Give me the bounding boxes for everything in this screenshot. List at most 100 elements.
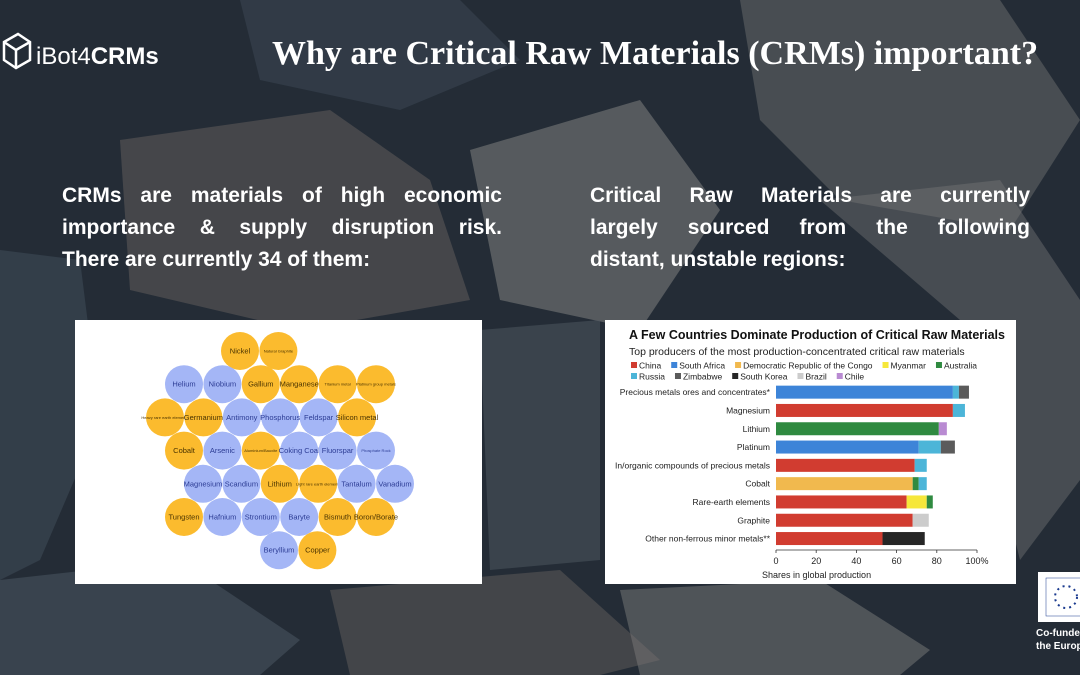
- bubble-label: Silicon metal: [336, 413, 379, 422]
- bar-segment: [776, 495, 907, 509]
- bubble: [357, 365, 395, 404]
- legend-label: South Africa: [679, 361, 725, 371]
- bubble-diagram: Nickel Natural Graphite Helium Niobium Galli…: [141, 332, 414, 570]
- legend-swatch: [674, 373, 681, 379]
- text-line: Critical Raw Materials are currently: [590, 184, 1030, 207]
- legend-swatch: [836, 373, 843, 379]
- legend-swatch: [631, 373, 637, 379]
- legend-label: China: [639, 361, 661, 371]
- bar-segment: [912, 477, 919, 491]
- bubble-label: Titanium metal: [325, 382, 351, 387]
- bubble-label: Platinum group metals: [356, 382, 396, 387]
- bubble-label: Scandium: [225, 479, 258, 488]
- bubble: [318, 498, 357, 536]
- bubble-label: Arsenic: [210, 446, 235, 455]
- bubble: [318, 431, 357, 470]
- bubble-label: Manganese: [280, 380, 319, 389]
- category-label: Rare-earth elements: [693, 497, 770, 507]
- logo-suffix: CRMs: [91, 43, 159, 70]
- bubble-label: Hafnium: [208, 513, 236, 522]
- bar-segment: [906, 495, 927, 509]
- bubble: [337, 464, 376, 503]
- bar-segment: [940, 440, 955, 454]
- category-label: In/organic compounds of precious metals: [615, 460, 770, 470]
- x-tick-label: 0: [773, 556, 778, 566]
- legend-swatch: [935, 362, 942, 368]
- bar-segment: [776, 422, 939, 436]
- category-label: Other non-ferrous minor metals**: [645, 534, 770, 544]
- legend-swatch: [631, 362, 637, 368]
- bubble: [280, 365, 319, 404]
- bubble: [241, 498, 280, 536]
- bubble: [261, 398, 300, 437]
- category-label: Platinum: [737, 442, 770, 452]
- slide-title: Why are Critical Raw Materials (CRMs) im…: [272, 35, 1038, 72]
- bar-segment: [776, 477, 913, 491]
- legend-label: Russia: [639, 372, 665, 382]
- bubble-label: Antimony: [226, 413, 258, 422]
- bubble-label: Beryllium: [264, 546, 295, 555]
- bubble-label: Vanadium: [378, 479, 411, 488]
- bubble: [260, 531, 298, 570]
- category-label: Lithium: [743, 424, 770, 434]
- bubble-label: Germanium: [184, 413, 223, 422]
- x-tick-label: 80: [932, 556, 942, 566]
- bar-segment: [912, 513, 929, 527]
- logo-icon: [2, 32, 32, 70]
- bubble: [221, 332, 259, 370]
- logo-text: iBot4CRMs: [36, 43, 159, 70]
- bar-segment: [776, 532, 883, 546]
- bubble-label: Fluorspar: [322, 446, 354, 455]
- bar-segment: [776, 440, 919, 454]
- legend-label: South Korea: [740, 372, 788, 382]
- bubble: [260, 464, 299, 503]
- bubble-label: Strontium: [245, 513, 277, 522]
- bubble-label: Nickel: [230, 347, 251, 356]
- bubble: [298, 531, 337, 570]
- bubble-label: Tungsten: [169, 513, 200, 522]
- bubble-label: Light rare earth elements: [296, 481, 340, 486]
- bar-segment: [918, 477, 927, 491]
- bubble-label: Bismuth: [324, 513, 351, 522]
- bubble-label: Cobalt: [173, 446, 196, 455]
- bubble: [184, 464, 222, 503]
- legend-swatch: [797, 373, 804, 379]
- bubble-label: Phosphorus: [260, 413, 300, 422]
- bubble-label: Niobium: [209, 380, 237, 389]
- text-line: importance & supply disruption risk.: [62, 216, 502, 239]
- bubble: [203, 498, 242, 536]
- bubble: [165, 365, 203, 404]
- bubble-label: Copper: [305, 546, 330, 555]
- left-text: CRMs are materials of high economic impor…: [62, 180, 502, 276]
- bubble: [165, 431, 203, 470]
- legend-label: Chile: [845, 372, 865, 382]
- bubble: [203, 431, 242, 470]
- bar-segment: [952, 403, 965, 417]
- legend-label: Myanmar: [891, 361, 927, 371]
- legend-swatch: [735, 362, 742, 368]
- text-line: largely sourced from the following: [590, 216, 1030, 239]
- bubble-label: Lithium: [268, 479, 292, 488]
- category-label: Precious metals ores and concentrates*: [620, 387, 771, 397]
- bar-segment: [918, 440, 941, 454]
- bubble: [357, 498, 395, 536]
- chart: A Few Countries Dominate Production of C…: [615, 328, 1005, 580]
- bubble: [376, 464, 414, 503]
- bubble-label: Magnesium: [184, 479, 223, 488]
- bubble-label: Feldspar: [304, 413, 334, 422]
- bubble: [357, 431, 395, 470]
- bubble-label: Heavy rare earth elements: [141, 415, 188, 420]
- text-line: distant, unstable regions:: [590, 248, 846, 271]
- legend-swatch: [732, 373, 739, 379]
- bar-segment: [776, 458, 915, 472]
- x-axis-label: Shares in global production: [762, 570, 871, 580]
- bar-segment: [776, 403, 953, 417]
- category-label: Graphite: [737, 515, 770, 525]
- legend-label: Democratic Republic of the Congo: [743, 361, 873, 371]
- bubble-label: Tantalum: [341, 479, 371, 488]
- category-label: Cobalt: [745, 479, 770, 489]
- bubble: [280, 431, 319, 470]
- chart-subtitle: Top producers of the most production-con…: [629, 346, 965, 358]
- logo-prefix: iBot4: [36, 43, 91, 70]
